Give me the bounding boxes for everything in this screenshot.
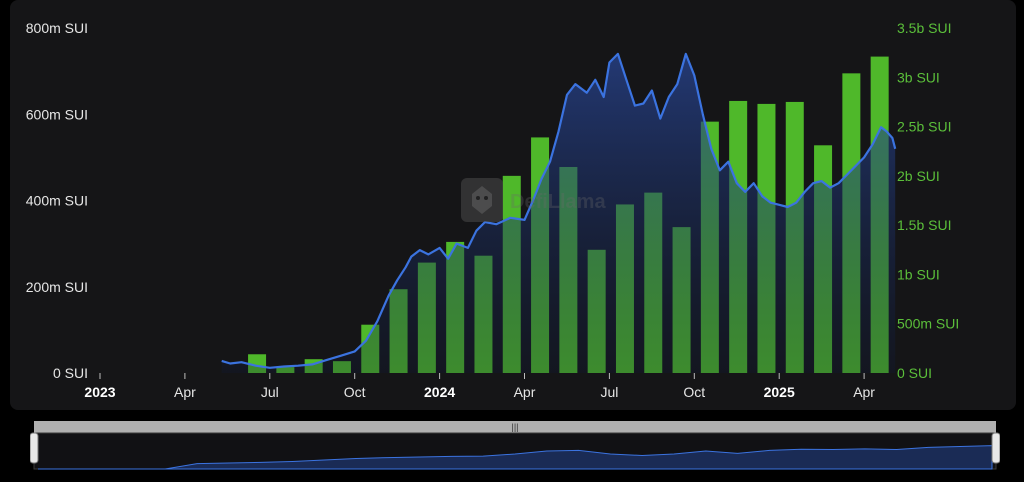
x-tick-label: Apr (853, 384, 875, 400)
x-tick-label: 2025 (764, 384, 795, 400)
navigator-left-handle[interactable] (29, 432, 39, 464)
x-tick-label: Apr (514, 384, 536, 400)
navigator-profile (38, 445, 993, 470)
watermark: DefiLlama (461, 178, 606, 222)
navigator-svg[interactable]: ||| (29, 419, 1001, 471)
navigator-top-bar[interactable] (34, 421, 996, 433)
navigator-right-handle[interactable] (991, 432, 1001, 464)
chart-svg: DefiLlama 0 SUI 200m SUI 400m SUI 600m SUI 8… (26, 20, 960, 400)
x-axis: 2023 Apr Jul Oct 2024 Apr Jul Oct 2025 Apr (84, 373, 875, 400)
x-tick-label: Jul (600, 384, 618, 400)
watermark-text: DefiLlama (510, 191, 606, 213)
left-tick-label: 200m SUI (26, 279, 88, 295)
right-tick-label: 500m SUI (897, 316, 959, 332)
right-tick-label: 2b SUI (897, 168, 940, 184)
x-tick-label: 2023 (84, 384, 115, 400)
range-navigator[interactable]: ||| (29, 419, 1001, 471)
x-tick-label: Jul (261, 384, 279, 400)
right-tick-label: 1b SUI (897, 266, 940, 282)
x-tick-label: 2024 (424, 384, 455, 400)
right-axis: 0 SUI 500m SUI 1b SUI 1.5b SUI 2b SUI 2.5b SU… (897, 20, 959, 381)
left-tick-label: 0 SUI (53, 365, 88, 381)
left-axis: 0 SUI 200m SUI 400m SUI 600m SUI 800m SUI (26, 20, 88, 381)
right-tick-label: 3b SUI (897, 69, 940, 85)
right-tick-label: 1.5b SUI (897, 217, 951, 233)
right-tick-label: 0 SUI (897, 365, 932, 381)
left-tick-label: 600m SUI (26, 106, 88, 122)
x-tick-label: Oct (344, 384, 366, 400)
navigator-grip-icon[interactable]: ||| (511, 422, 518, 432)
line-area-layer (221, 52, 897, 374)
line-area-fill (221, 53, 896, 374)
left-tick-label: 400m SUI (26, 193, 88, 209)
x-tick-label: Oct (683, 384, 705, 400)
x-tick-label: Apr (174, 384, 196, 400)
left-tick-label: 800m SUI (26, 20, 88, 36)
right-tick-label: 3.5b SUI (897, 20, 951, 36)
chart-panel: DefiLlama 0 SUI 200m SUI 400m SUI 600m SUI 8… (10, 0, 1016, 410)
line-series-cumulative (221, 52, 897, 369)
right-tick-label: 2.5b SUI (897, 119, 951, 135)
